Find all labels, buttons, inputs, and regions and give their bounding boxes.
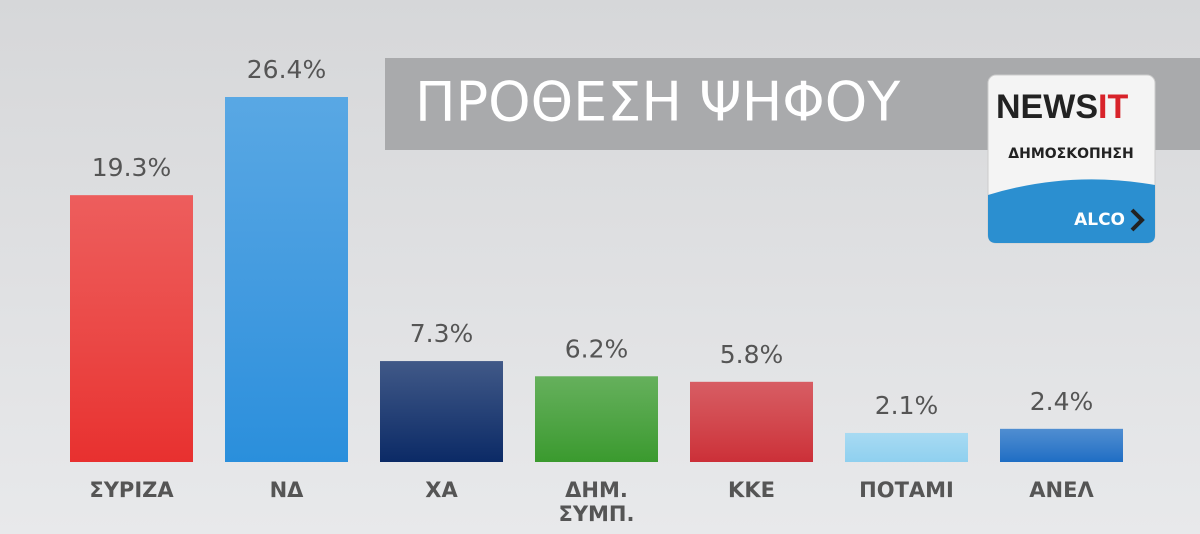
logo-brand: NEWSIT xyxy=(996,88,1128,126)
value-label: 7.3% xyxy=(410,319,474,348)
x-tick-label: ΠΟΤΑΜΙ xyxy=(859,478,954,502)
bar xyxy=(1000,428,1123,462)
value-label: 5.8% xyxy=(720,340,784,369)
x-tick-label: ΔΗΜ. ΣΥΜΠ. xyxy=(558,478,635,526)
value-label: 19.3% xyxy=(92,153,171,182)
logo-arrow xyxy=(1130,208,1145,232)
x-tick-label: ΣΥΡΙΖΑ xyxy=(89,478,174,502)
bar xyxy=(845,432,968,462)
value-label: 2.1% xyxy=(875,391,939,420)
value-label: 26.4% xyxy=(247,55,326,84)
bar xyxy=(70,195,193,462)
logo-brand-accent: IT xyxy=(1098,88,1128,126)
x-tick-label: ΧΑ xyxy=(425,478,458,502)
logo-source: ALCO xyxy=(1074,210,1125,230)
value-label: 6.2% xyxy=(565,334,629,363)
value-label: 2.4% xyxy=(1030,387,1094,416)
chart-title: ΠΡΟΘΕΣΗ ΨΗΦΟΥ xyxy=(415,71,901,134)
logo-brand-main: NEWS xyxy=(996,88,1098,126)
x-tick-label: ΚΚΕ xyxy=(728,478,775,502)
bar xyxy=(690,381,813,462)
x-tick-label: ΑΝΕΛ xyxy=(1029,478,1094,502)
x-tick-label: ΝΔ xyxy=(269,478,304,502)
bar xyxy=(535,376,658,462)
logo-swoosh xyxy=(988,179,1155,243)
bar xyxy=(380,361,503,462)
bar xyxy=(225,97,348,462)
logo-subtitle: ΔΗΜΟΣΚΟΠΗΣΗ xyxy=(1008,146,1133,162)
